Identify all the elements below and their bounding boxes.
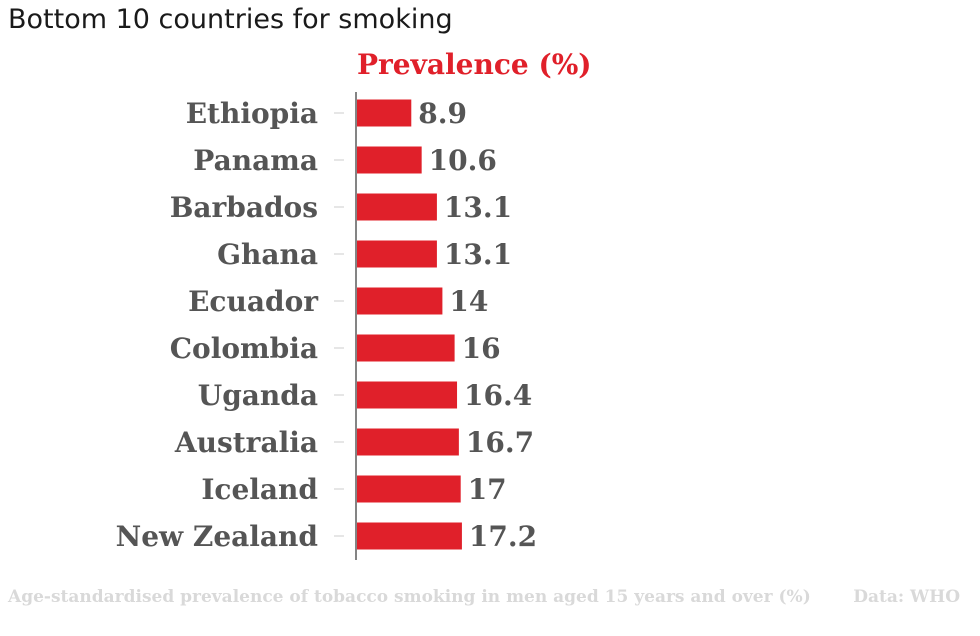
value-label: 16.7 <box>466 426 534 459</box>
category-label: Ecuador <box>188 285 319 318</box>
category-label: Barbados <box>170 191 318 224</box>
bar <box>357 522 462 550</box>
bar <box>357 240 437 268</box>
footer-note: Age-standardised prevalence of tobacco s… <box>8 587 811 607</box>
category-label: Uganda <box>198 379 318 412</box>
value-label: 10.6 <box>429 144 497 177</box>
series-label: Prevalence (%) <box>357 48 592 81</box>
bar-chart: Prevalence (%) Ethiopia 8.9 Panama 10.6 Barb… <box>116 48 592 560</box>
value-label: 16 <box>462 332 501 365</box>
bar <box>357 99 412 127</box>
bar <box>357 287 443 315</box>
category-label: Ethiopia <box>186 97 318 130</box>
value-label: 14 <box>449 285 488 318</box>
value-label: 13.1 <box>444 191 512 224</box>
bar <box>357 146 422 174</box>
value-label: 16.4 <box>464 379 532 412</box>
bar <box>357 193 437 221</box>
value-label: 17.2 <box>469 520 537 553</box>
value-label: 8.9 <box>418 97 467 130</box>
bar <box>357 428 459 456</box>
footer-source: Data: WHO <box>853 587 960 607</box>
category-label: Australia <box>174 426 318 459</box>
bars-group: Ethiopia 8.9 Panama 10.6 Barbados 13.1 Ghana 13… <box>116 97 537 553</box>
bar <box>357 475 461 503</box>
value-label: 17 <box>468 473 507 506</box>
category-label: Iceland <box>201 473 318 506</box>
bar <box>357 334 455 362</box>
value-label: 13.1 <box>444 238 512 271</box>
footer: Age-standardised prevalence of tobacco s… <box>8 587 960 607</box>
bar <box>357 381 458 409</box>
category-label: Panama <box>193 144 318 177</box>
category-label: New Zealand <box>116 520 318 553</box>
category-label: Colombia <box>170 332 318 365</box>
chart-title: Bottom 10 countries for smoking <box>8 4 453 35</box>
category-label: Ghana <box>217 238 318 271</box>
